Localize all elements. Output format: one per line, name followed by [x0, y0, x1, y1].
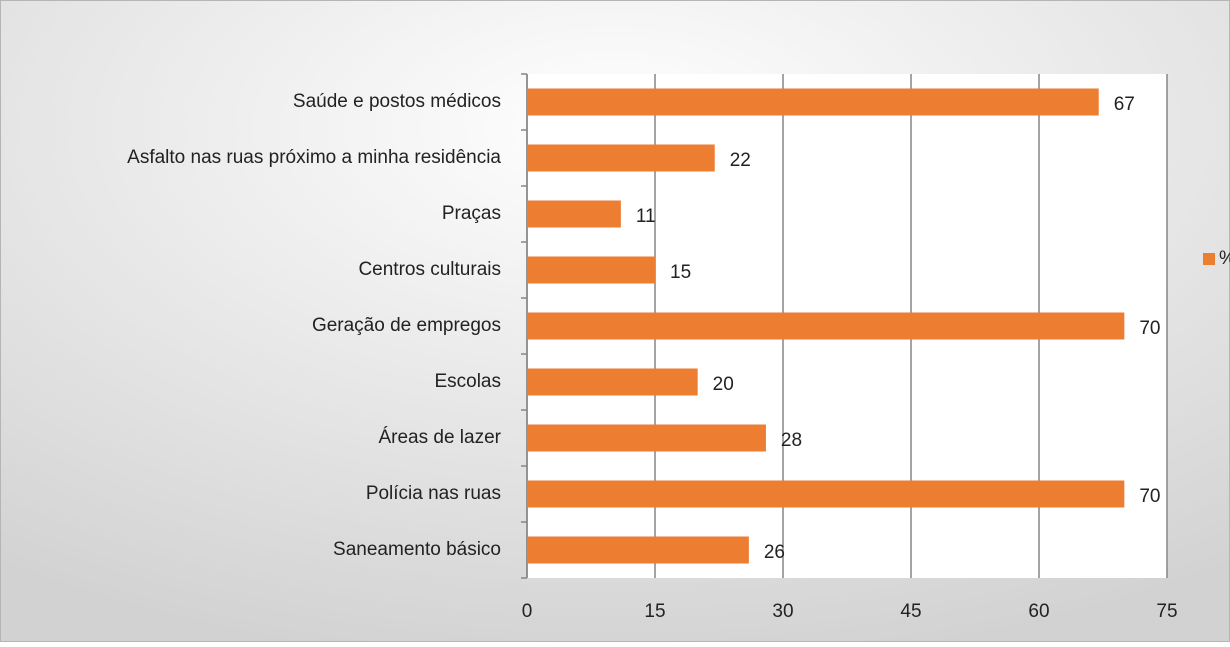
bar [527, 256, 655, 284]
data-label: 70 [1139, 486, 1160, 507]
x-tick-label: 30 [772, 601, 793, 622]
bar [527, 480, 1125, 508]
x-tick-label: 75 [1156, 601, 1177, 622]
data-label: 11 [636, 206, 656, 227]
legend-swatch [1203, 253, 1215, 265]
bar [527, 312, 1125, 340]
y-tick-label: Polícia nas ruas [366, 483, 501, 504]
x-tick-label: 0 [522, 601, 533, 622]
x-tick-label: 45 [900, 601, 921, 622]
bar [527, 368, 698, 396]
y-tick-label: Escolas [434, 371, 501, 392]
x-tick-label: 15 [644, 601, 665, 622]
data-label: 28 [781, 430, 802, 451]
data-label: 22 [730, 150, 751, 171]
data-label: 67 [1114, 94, 1135, 115]
y-tick-label: Asfalto nas ruas próximo a minha residên… [127, 147, 501, 168]
y-tick-label: Praças [442, 203, 501, 224]
bar [527, 88, 1099, 116]
y-tick-label: Áreas de lazer [378, 427, 501, 448]
y-tick-label: Geração de empregos [312, 315, 501, 336]
data-label: 26 [764, 542, 785, 563]
bar [527, 144, 715, 172]
y-tick-label: Saneamento básico [333, 539, 501, 560]
bar [527, 536, 749, 564]
y-tick-label: Centros culturais [358, 259, 501, 280]
legend-label: % [1219, 248, 1230, 269]
bar [527, 200, 621, 228]
data-label: 20 [713, 374, 734, 395]
data-label: 70 [1139, 318, 1160, 339]
x-tick-label: 60 [1028, 601, 1049, 622]
bar [527, 424, 766, 452]
data-label: 15 [670, 262, 691, 283]
y-tick-label: Saúde e postos médicos [293, 91, 501, 112]
